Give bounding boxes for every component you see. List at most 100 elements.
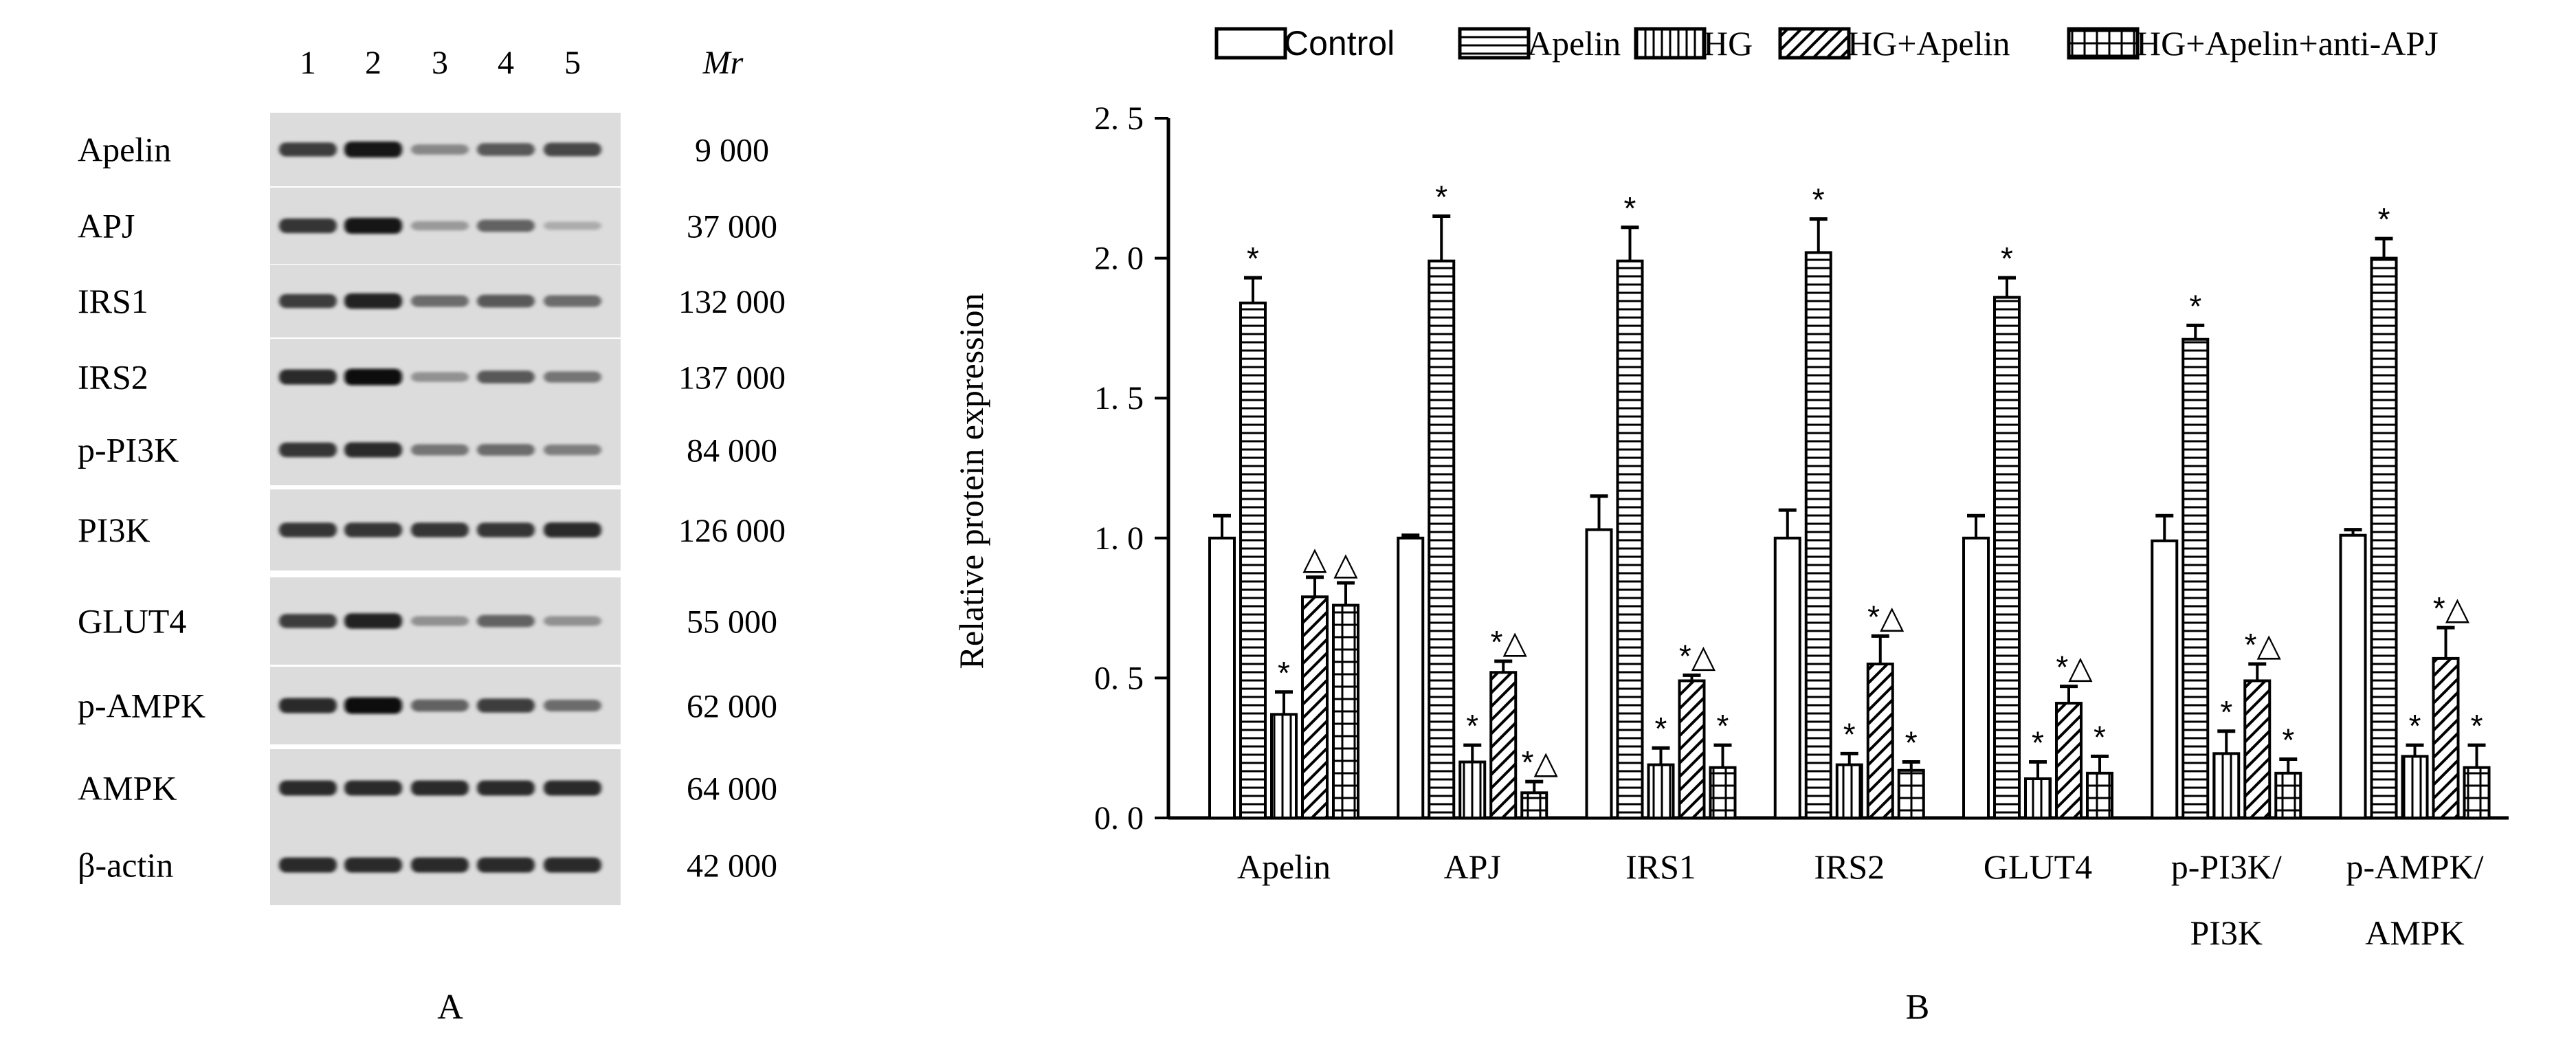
molecular-weight: 9 000 [695, 133, 769, 169]
blot-row: AMPK 64 000 [78, 749, 777, 827]
y-tick-label: 2. 0 [1094, 241, 1144, 277]
legend-item: Apelin [1458, 24, 1621, 63]
protein-label: Apelin [78, 131, 171, 169]
blot-row: APJ 37 000 [78, 188, 777, 264]
blot-band [279, 522, 337, 537]
significance-mark: *△ [1867, 599, 1905, 634]
bar [2432, 656, 2460, 819]
bar [2401, 755, 2429, 820]
blot-band [477, 614, 535, 628]
blot-band [279, 142, 337, 157]
molecular-weight: 137 000 [678, 360, 786, 397]
blot-band [477, 444, 535, 456]
blot-band [344, 857, 402, 873]
blot-band [279, 857, 337, 873]
significance-mark: *△ [2056, 650, 2093, 685]
significance-mark: * [2001, 241, 2013, 276]
blot-band [411, 857, 469, 873]
blot-band [477, 780, 535, 796]
blot-band [411, 522, 469, 537]
y-axis-label: Relative protein expression [952, 293, 990, 669]
blot-band [544, 444, 601, 456]
bar [1332, 603, 1359, 819]
blot-row: IRS1 132 000 [78, 265, 786, 337]
bar [2212, 752, 2241, 819]
bar [1239, 301, 1267, 819]
blot-band [344, 368, 402, 386]
legend-swatch [1214, 27, 1287, 60]
legend-label: HG+Apelin+anti-APJ [2136, 24, 2439, 63]
blot-band [544, 371, 601, 383]
blot-band [477, 698, 535, 713]
significance-mark: * [1655, 711, 1667, 746]
protein-label: β-actin [78, 846, 173, 885]
blot-band [411, 144, 469, 155]
blot-row: p-PI3K 84 000 [78, 414, 777, 485]
protein-label: p-AMPK [78, 687, 206, 725]
chart-legend: Control Apelin HG HG+Apelin HG+Apelin+anti-A… [1214, 24, 2439, 63]
molecular-weight: 42 000 [687, 848, 777, 885]
molecular-weight: 64 000 [687, 771, 777, 808]
bar [1709, 766, 1737, 819]
bar [1804, 251, 1832, 819]
blot-band [279, 442, 337, 458]
bar [1301, 595, 1329, 819]
y-tick-label: 1. 0 [1094, 520, 1144, 557]
legend-item: HG+Apelin [1778, 24, 2010, 63]
blot-band [544, 142, 601, 157]
bar [1616, 259, 1644, 819]
x-tick-label: p-PI3K/PI3K [2171, 847, 2282, 952]
bar [1520, 791, 1548, 820]
panel-a-label: A [437, 988, 463, 1027]
y-tick-label: 0. 0 [1094, 800, 1144, 836]
blot-band [544, 221, 601, 230]
blot-band [344, 613, 402, 629]
legend-swatch [2067, 27, 2140, 60]
significance-mark: * [2378, 201, 2390, 237]
blot-band [544, 616, 601, 626]
bar [2370, 256, 2398, 820]
y-tick-label: 1. 5 [1094, 380, 1144, 417]
x-tick-label: GLUT4 [1984, 847, 2092, 886]
bar [1678, 679, 1706, 819]
protein-label: APJ [78, 207, 135, 245]
bar [1458, 760, 1487, 820]
molecular-weight: 84 000 [687, 433, 777, 469]
blot-band [344, 293, 402, 309]
legend-swatch [1634, 27, 1707, 60]
bar [2463, 766, 2491, 819]
blot-band [411, 699, 469, 712]
blot-row: p-AMPK 62 000 [78, 667, 777, 744]
bar [1397, 536, 1425, 819]
legend-label: Apelin [1527, 24, 1621, 63]
x-tick-label: IRS1 [1625, 847, 1696, 886]
blot-band [411, 780, 469, 796]
significance-mark: * [1812, 182, 1825, 218]
bar [1962, 536, 1990, 819]
bar [1993, 296, 2021, 820]
protein-label: IRS1 [78, 282, 148, 320]
blot-row: IRS2 137 000 [78, 339, 786, 415]
bar [1428, 259, 1456, 819]
blot-band [344, 141, 402, 158]
significance-mark: △ [1333, 546, 1358, 581]
bar [2024, 777, 2052, 819]
significance-mark: * [1905, 725, 1918, 761]
bar [2243, 679, 2272, 819]
significance-mark: * [1624, 190, 1636, 226]
blot-band [411, 372, 469, 382]
blot-band [344, 217, 402, 234]
x-tick-label: p-AMPK/AMPK [2346, 847, 2484, 952]
significance-mark: * [1247, 241, 1259, 276]
mr-header: Mr [702, 45, 744, 81]
significance-mark: *△ [1679, 638, 1716, 674]
bar [1897, 768, 1925, 819]
molecular-weight: 55 000 [687, 604, 777, 641]
blot-band [279, 614, 337, 628]
blot-band [279, 698, 337, 713]
significance-mark: * [2282, 722, 2294, 757]
bar [2274, 771, 2302, 820]
lane-number: 3 [432, 45, 448, 81]
